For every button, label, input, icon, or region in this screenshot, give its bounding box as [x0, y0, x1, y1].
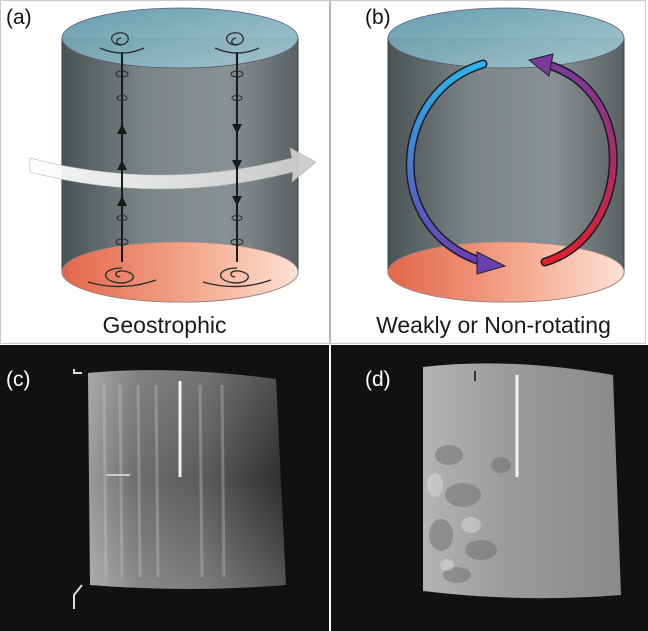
tank-outline	[423, 363, 621, 599]
rotation-arrow	[29, 147, 317, 190]
panel-b-caption: Weakly or Non-rotating	[376, 312, 611, 338]
bottom-vortex-right	[202, 267, 272, 288]
warm-flow-arrowhead	[527, 53, 554, 77]
heated-bottom-plate	[61, 241, 299, 303]
geostrophic-cylinder-diagram	[29, 7, 317, 303]
panel-a-geostrophic: (a) Geostrophic	[0, 0, 329, 344]
panel-c-photo: (c)	[0, 345, 329, 631]
panel-c-label: (c)	[6, 368, 31, 391]
top-vortex-right	[214, 32, 260, 54]
panel-d-photo: (d)	[331, 345, 648, 631]
nonrotating-cylinder-diagram	[387, 7, 625, 303]
panel-b-nonrotating: (b) Weakly or Non-rotating	[331, 0, 648, 344]
panel-a-caption: Geostrophic	[102, 312, 227, 338]
bottom-vortex-left	[87, 267, 157, 288]
panel-d-label: (d)	[365, 368, 391, 391]
geostrophic-flow-photo	[73, 369, 286, 609]
panel-b-label: (b)	[365, 6, 391, 29]
cold-flow-arrowhead	[476, 251, 507, 275]
heated-bottom-plate	[387, 241, 625, 303]
top-lid	[387, 7, 625, 69]
top-lid	[61, 7, 299, 69]
panel-a-label: (a)	[6, 6, 32, 29]
nonrotating-flow-photo	[423, 363, 621, 599]
panel-divider	[329, 0, 331, 344]
top-vortex-left	[99, 32, 145, 54]
